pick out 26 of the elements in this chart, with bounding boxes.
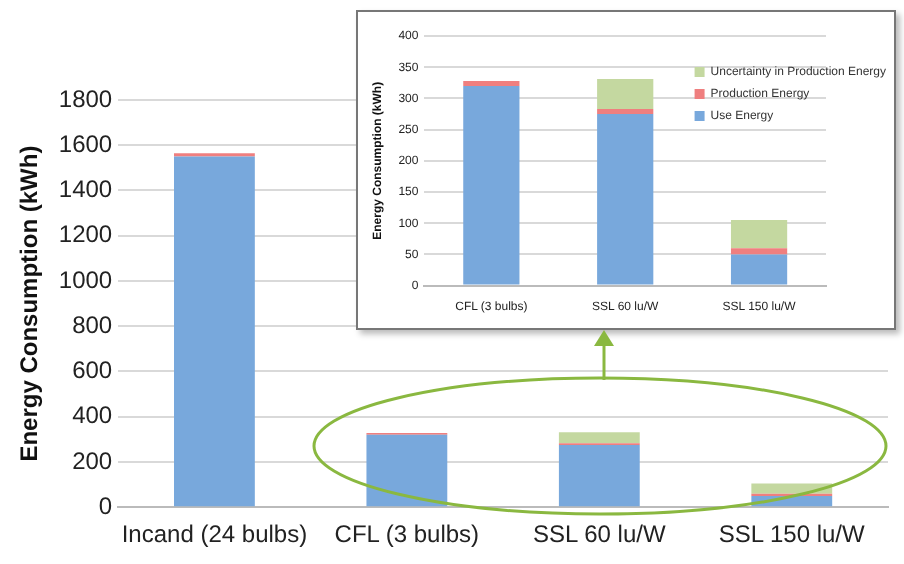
y-tick-label: 1800 <box>58 84 113 113</box>
bar <box>558 432 640 444</box>
y-axis-title: Energy Consumption (kWh) <box>15 145 44 462</box>
y-tick-label: 1200 <box>58 220 113 249</box>
bar <box>597 114 654 285</box>
bar <box>730 220 788 249</box>
y-tick-label: 1400 <box>58 175 113 204</box>
bar <box>730 248 788 255</box>
y-tick-label: 600 <box>72 356 113 385</box>
bar <box>174 156 255 507</box>
y-tick-label: 400 <box>72 401 113 430</box>
x-tick-label: CFL (3 bulbs) <box>334 520 480 549</box>
y-tick-label: 1000 <box>58 265 113 294</box>
y-tick-label: 200 <box>72 446 113 475</box>
y-tick-label: 0 <box>98 491 113 520</box>
x-tick-label: Incand (24 bulbs) <box>121 520 308 549</box>
x-tick-label: SSL 150 lu/W <box>718 520 867 549</box>
x-tick-label: SSL 60 lu/W <box>533 520 667 549</box>
bar <box>463 80 520 86</box>
bar <box>366 434 448 507</box>
bar <box>558 444 640 507</box>
bar <box>730 254 788 285</box>
y-tick-label: 800 <box>72 310 113 339</box>
y-tick-label: 1600 <box>58 129 113 158</box>
bar <box>463 85 520 285</box>
bar <box>597 79 654 110</box>
